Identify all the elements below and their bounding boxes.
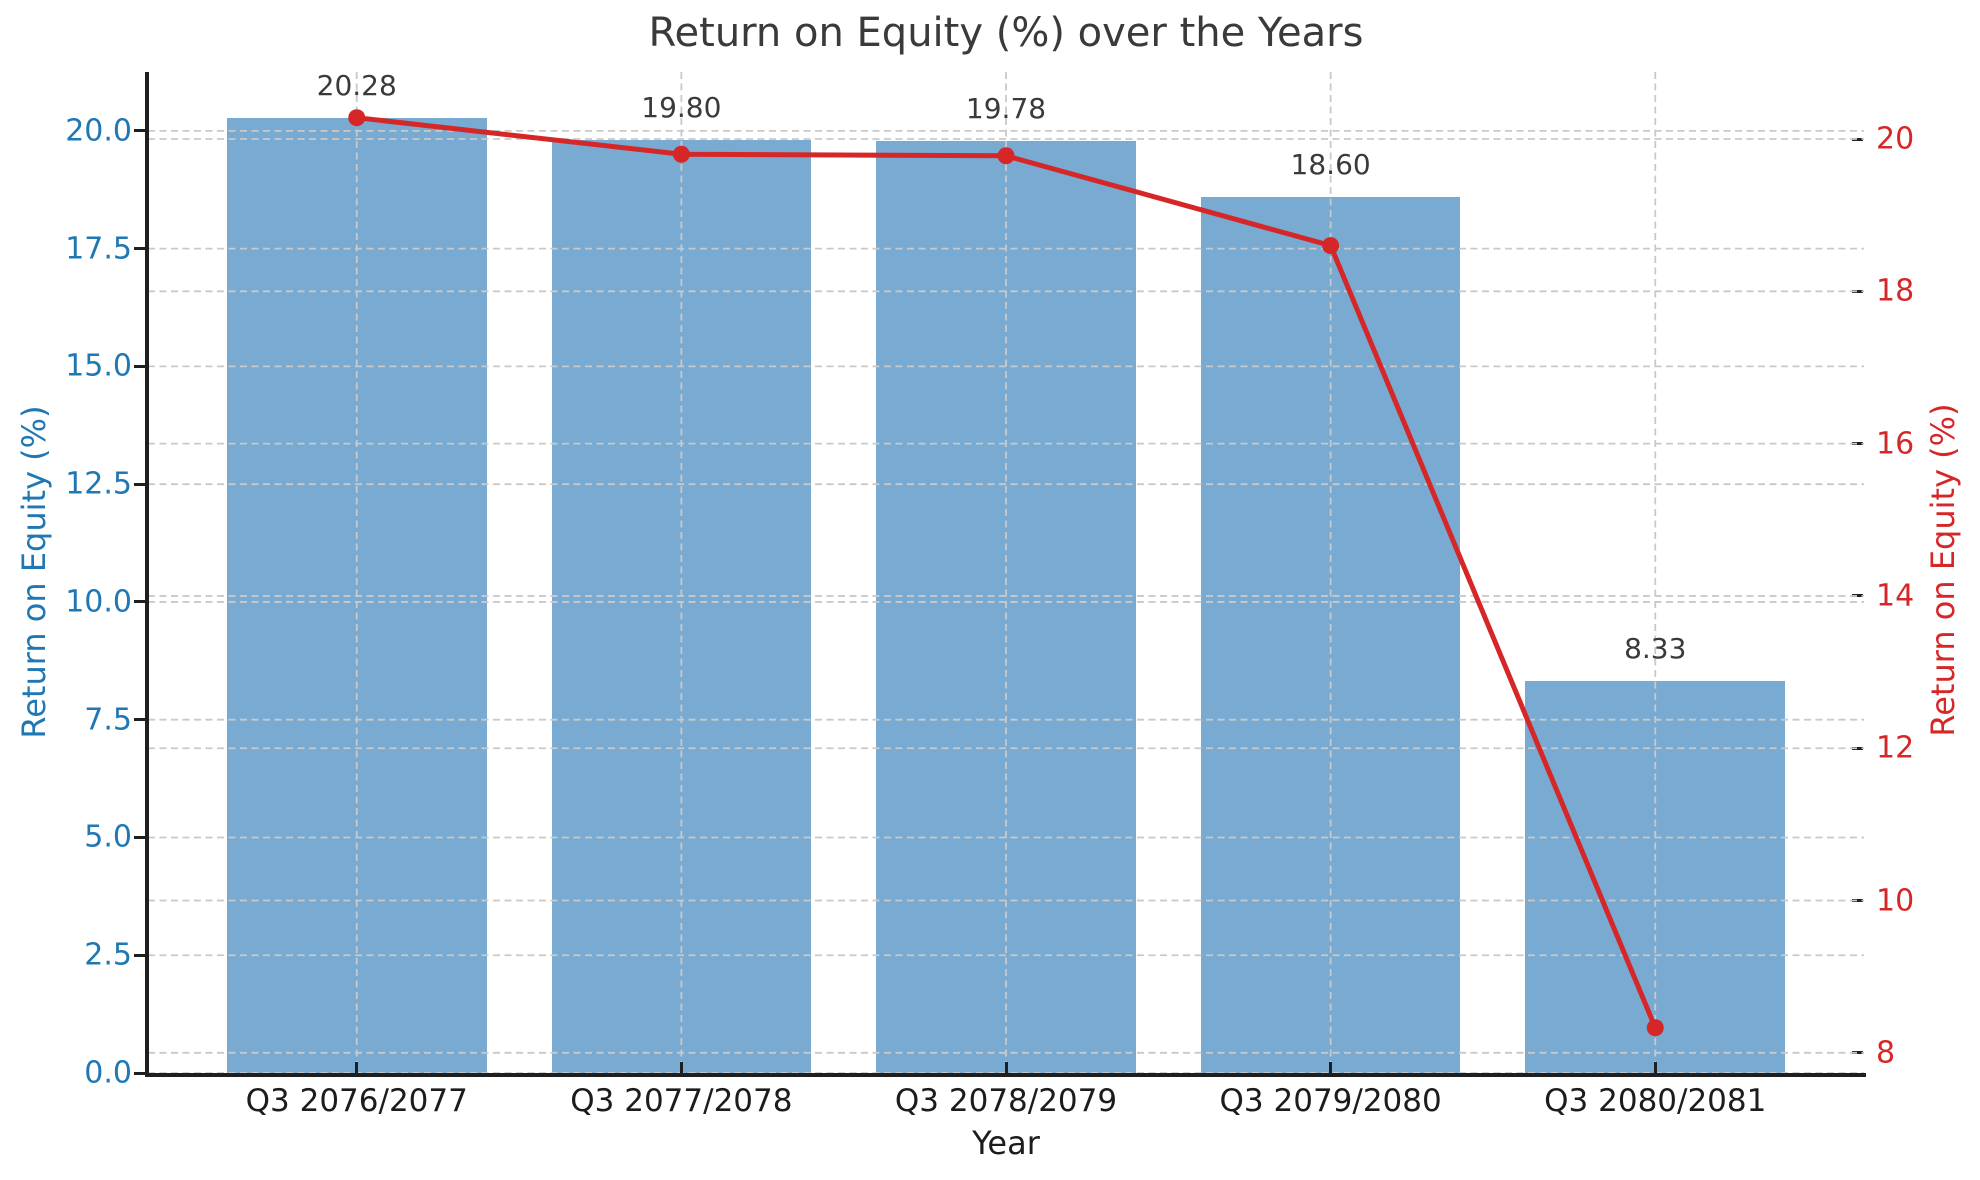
right-y-axis-label: Return on Equity (%) <box>1924 403 1962 737</box>
x-tick-mark <box>355 1062 359 1073</box>
right-y-tick-mark <box>1852 137 1863 141</box>
right-y-tick-mark <box>1852 1051 1863 1055</box>
right-y-tick-label: 14 <box>1876 578 1915 614</box>
x-tick-mark <box>1653 1062 1657 1073</box>
right-y-tick-label: 8 <box>1876 1035 1896 1071</box>
left-y-tick-label: 15.0 <box>65 348 132 384</box>
x-tick-label: Q3 2078/2079 <box>894 1083 1118 1119</box>
x-axis-label: Year <box>972 1124 1040 1162</box>
left-y-tick-mark <box>134 247 146 251</box>
left-y-tick-mark <box>134 835 146 839</box>
right-y-tick-label: 18 <box>1876 273 1915 309</box>
right-y-tick-mark <box>1852 899 1863 903</box>
left-y-tick-label: 7.5 <box>84 702 132 738</box>
left-y-tick-mark <box>134 364 146 368</box>
bar-value-label: 18.60 <box>1290 147 1371 181</box>
bar-value-label: 8.33 <box>1624 631 1687 665</box>
plot-area: 20.28 19.80 19.78 18.60 8.33 <box>148 68 1864 1073</box>
line-marker <box>348 109 366 127</box>
y-axis-spine <box>145 72 149 1077</box>
left-y-tick-label: 0.0 <box>84 1055 132 1091</box>
x-tick-mark <box>1004 1062 1008 1073</box>
line-marker <box>1646 1019 1664 1037</box>
right-y-tick-mark <box>1852 746 1863 750</box>
x-tick-label: Q3 2080/2081 <box>1544 1083 1767 1119</box>
line-marker <box>1322 237 1340 255</box>
left-y-tick-label: 10.0 <box>65 584 132 620</box>
left-y-tick-mark <box>134 953 146 957</box>
left-y-tick-label: 17.5 <box>65 231 132 267</box>
left-y-tick-label: 20.0 <box>65 113 132 149</box>
x-tick-label: Q3 2079/2080 <box>1219 1083 1442 1119</box>
x-tick-mark <box>679 1062 683 1073</box>
left-y-tick-mark <box>134 482 146 486</box>
right-y-tick-label: 10 <box>1876 883 1915 919</box>
trend-line-layer <box>148 72 1864 1073</box>
right-y-tick-label: 20 <box>1876 121 1915 157</box>
left-y-tick-mark <box>134 600 146 604</box>
x-axis-spine <box>145 1073 1866 1077</box>
right-y-tick-mark <box>1852 289 1863 293</box>
left-y-tick-mark <box>134 1071 146 1075</box>
right-y-tick-label: 16 <box>1876 426 1915 462</box>
left-y-tick-label: 5.0 <box>84 819 132 855</box>
x-tick-label: Q3 2077/2078 <box>570 1083 793 1119</box>
left-y-tick-label: 12.5 <box>65 466 132 502</box>
bar-value-label: 19.78 <box>965 92 1047 126</box>
line-marker <box>672 145 690 163</box>
chart-title: Return on Equity (%) over the Years <box>648 10 1364 56</box>
x-tick-label: Q3 2076/2077 <box>245 1083 468 1119</box>
x-tick-mark <box>1329 1062 1333 1073</box>
left-y-axis-label: Return on Equity (%) <box>15 405 53 739</box>
left-y-tick-label: 2.5 <box>84 937 132 973</box>
right-y-tick-label: 12 <box>1876 730 1915 766</box>
right-y-tick-mark <box>1852 442 1863 446</box>
bar-value-label: 20.28 <box>316 68 397 102</box>
left-y-tick-mark <box>134 129 146 133</box>
bar-value-label: 19.80 <box>641 91 722 125</box>
left-y-tick-mark <box>134 718 146 722</box>
right-y-tick-mark <box>1852 594 1863 598</box>
line-marker <box>997 147 1015 165</box>
